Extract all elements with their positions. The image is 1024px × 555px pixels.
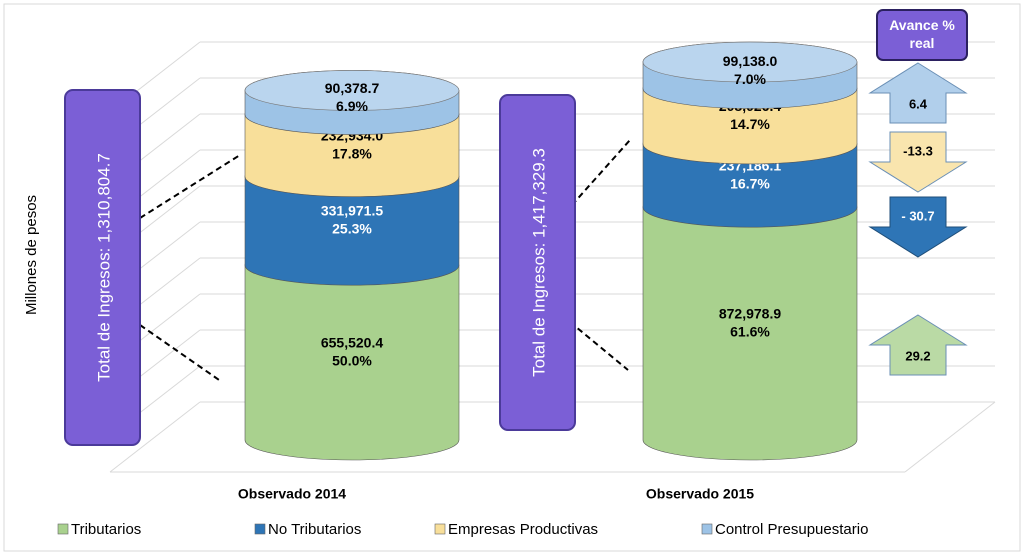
legend-label: Empresas Productivas [448,521,598,538]
share-label: 6.9% [336,98,368,114]
x-tick-label: Observado 2014 [238,486,346,502]
share-label: 25.3% [332,221,372,237]
total-label: Total de Ingresos: 1,417,329.3 [529,148,548,377]
share-label: 16.7% [730,175,770,191]
change-label: -13.3 [903,143,933,158]
legend-swatch [701,523,713,535]
legend-swatch [57,523,69,535]
share-label: 50.0% [332,352,372,368]
change-label: 29.2 [905,348,930,363]
value-label: 99,138.0 [723,53,778,69]
change-label: - 30.7 [901,208,934,223]
legend-label: No Tributarios [268,521,361,538]
value-label: 872,978.9 [719,305,781,321]
share-label: 14.7% [730,116,770,132]
change-title-box [876,9,968,61]
share-label: 7.0% [734,71,766,87]
cylinder-cap [244,70,460,111]
x-tick-label: Observado 2015 [646,486,754,502]
change-arrow [868,131,968,193]
value-label: 331,971.5 [321,203,383,219]
legend-swatch [434,523,446,535]
change-arrow [868,314,968,376]
y-axis-label: Millones de pesos [23,195,40,315]
change-title: Avance % real [889,17,955,51]
change-arrow [868,196,968,258]
total-box [499,94,576,431]
share-label: 17.8% [332,145,372,161]
value-label: 655,520.4 [321,334,383,350]
share-label: 61.6% [730,323,770,339]
legend-swatch [254,523,266,535]
cylinder-cap [642,41,858,83]
change-label: 6.4 [909,96,928,111]
connector-lines [139,139,631,383]
change-arrow [868,62,968,124]
value-label: 90,378.7 [325,80,380,96]
total-box [64,89,141,446]
legend-label: Control Presupuestario [715,521,868,538]
total-label: Total de Ingresos: 1,310,804.7 [94,153,113,382]
legend-label: Tributarios [71,521,141,538]
